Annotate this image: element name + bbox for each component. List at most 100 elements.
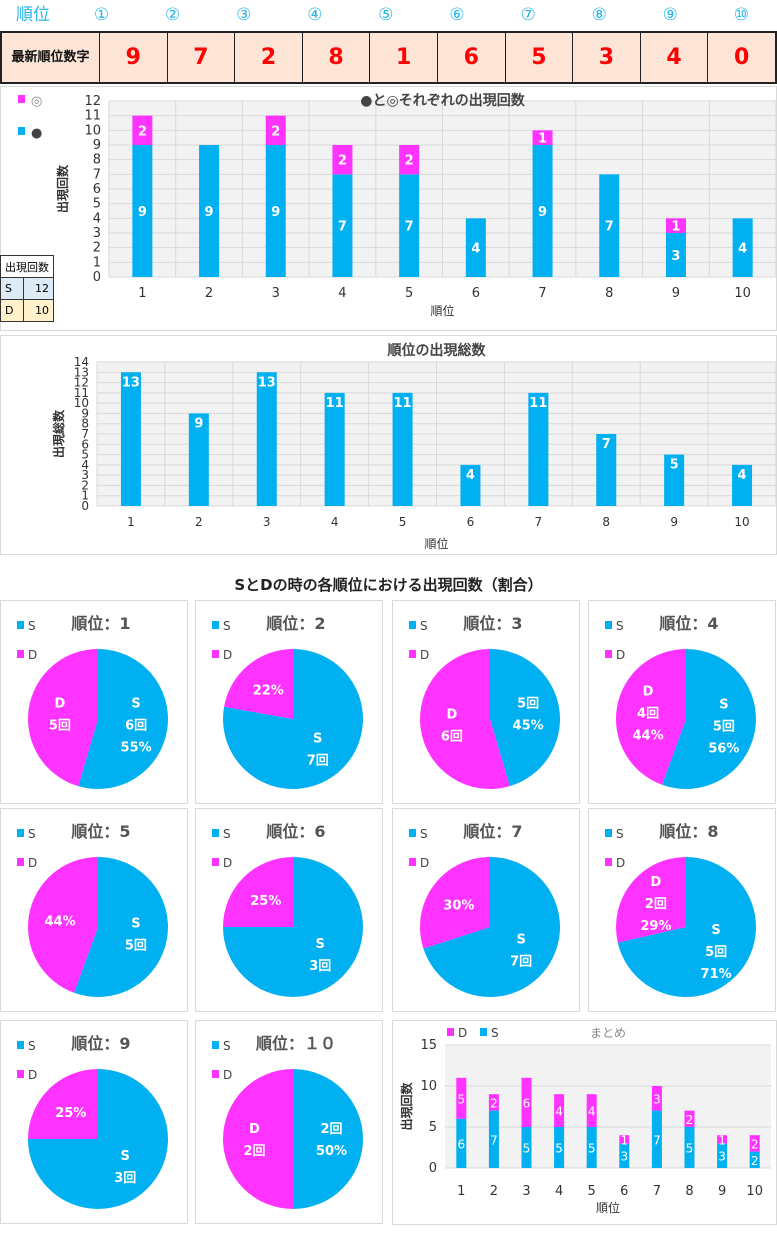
bar-D [749,1135,760,1152]
y-tick-label: 9 [81,406,89,420]
bar-● [332,174,353,277]
x-tick-label: 9 [670,515,678,529]
y-tick-label: 1 [81,489,89,503]
y-tick-label: 15 [420,1038,437,1053]
data-label: 13 [258,375,276,390]
summary-panel: 0 5 10 15 1 6 5 2 7 2 3 5 6 4 5 4 5 5 4 6 3 1 7 7 3 8 5 2 9 3 1 10 2 2 まとめ… [392,1020,777,1225]
digit-cell: 3 [572,33,640,82]
legend-label: D [420,648,429,662]
data-label: 9 [538,205,547,220]
data-label: 9 [205,205,214,220]
bar-◎ [132,115,153,145]
data-label: 9 [271,205,280,220]
digit-cell: 2 [234,33,302,82]
legend-label: D [223,856,232,870]
bar-S [717,1143,728,1168]
pie-label-d: D [54,697,65,712]
x-tick-label: 8 [685,1184,693,1199]
pie-label-s: S [316,937,325,952]
y-tick-label: 1 [93,255,101,270]
pie-label-d: 44% [45,914,76,929]
bar-● [599,174,620,277]
y-tick-label: 0 [429,1161,437,1176]
y-axis-title: 出現回数 [399,1082,414,1131]
pie-title: 順位：6 [265,822,325,841]
bar-● [732,218,753,277]
y-tick-label: 8 [81,417,89,431]
digit-cell: 8 [301,33,370,82]
pie-chart: S 5回 56% D 4回 44% 順位：4 S D [605,614,756,789]
pie-title: 順位：4 [658,614,718,633]
x-tick-label: 6 [620,1184,628,1199]
bar-D [619,1135,630,1144]
x-tick-label: 9 [672,286,680,301]
legend-swatch-d [409,650,416,658]
pie-slice-d [28,1069,98,1139]
pie-label-s: 5回 [125,939,147,954]
y-tick-label: 7 [81,427,89,441]
pie-panel-7: S 7回 30% 順位：7 S D [392,808,580,1012]
pie-chart: S 3回 25% 順位：6 S D [212,822,363,997]
pie-label-s: 50% [316,1144,347,1159]
x-tick-label: 3 [272,286,280,301]
pie-label-d: 4回 [637,706,659,721]
pie-panel-4: S 5回 56% D 4回 44% 順位：4 S D [588,600,776,804]
pie-panel-8: S 5回 71% D 2回 29% 順位：8 S D [588,808,776,1012]
data-label: 5 [555,1142,563,1156]
pie-label-d: 29% [640,919,671,934]
position-7: ⑦ [520,5,536,25]
chart-title: まとめ [590,1026,626,1040]
data-label: 11 [529,396,547,411]
x-tick-label: 8 [602,515,610,529]
x-tick-label: 7 [653,1184,661,1199]
digit-cell: 5 [504,33,573,82]
legend-swatch-s [212,621,219,629]
pie-label-d: D [249,1122,260,1137]
pie-label-d: D [643,684,654,699]
bar-◎ [332,145,353,175]
x-tick-label: 4 [331,515,339,529]
pie-label-s: 5回 [517,697,539,712]
legend-label: D [616,856,625,870]
data-label: 7 [490,1133,498,1147]
pie-label-s: S [131,696,140,711]
pie-label-d: 25% [55,1106,86,1121]
x-axis-title: 順位 [596,1200,620,1215]
position-2: ② [165,5,181,25]
pie-label-d: 30% [443,898,474,913]
legend-swatch-d [212,650,219,658]
pie-title: 順位：１０ [255,1034,336,1053]
chart2: 0123456789101112131411329313411511647118… [51,342,777,551]
bar-total [324,392,345,506]
pie-label-s: 45% [513,719,544,734]
y-tick-label: 5 [93,197,101,212]
data-label: 5 [686,1142,694,1156]
digit-cell: 6 [436,33,505,82]
pie-slice-d [224,649,293,719]
pie-label-d: 22% [253,684,284,699]
pie-label-s: 5回 [705,945,727,960]
bar-S [586,1127,597,1168]
x-tick-label: 7 [535,515,543,529]
x-axis-title: 順位 [424,536,448,551]
pie-slice-s [617,857,756,997]
pie-slice-d [223,1069,293,1209]
data-label: 2 [751,1137,759,1151]
pie-slice-s [423,857,560,997]
pie-slice-s [74,857,168,997]
legend-label: D [616,648,625,662]
bar-D [651,1086,662,1111]
y-tick-label: 13 [74,365,89,379]
y-tick-label: 2 [93,241,101,256]
pie-panel-1: S 6回 55% D 5回 順位：1 S D [0,600,188,804]
digit-cell: 7 [166,33,235,82]
count-table-header: 出現回数 [0,255,54,278]
bar-● [132,145,153,277]
legend-swatch-s [17,1041,24,1049]
x-tick-label: 10 [746,1184,763,1199]
data-label: 5 [588,1142,596,1156]
x-tick-label: 7 [538,286,546,301]
plot-area [445,1045,771,1168]
data-label: 13 [122,375,140,390]
data-label: 7 [605,220,614,235]
